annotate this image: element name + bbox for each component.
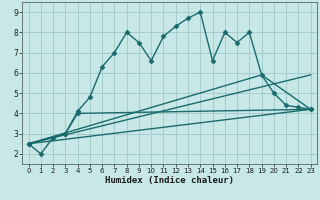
X-axis label: Humidex (Indice chaleur): Humidex (Indice chaleur) <box>105 176 234 185</box>
